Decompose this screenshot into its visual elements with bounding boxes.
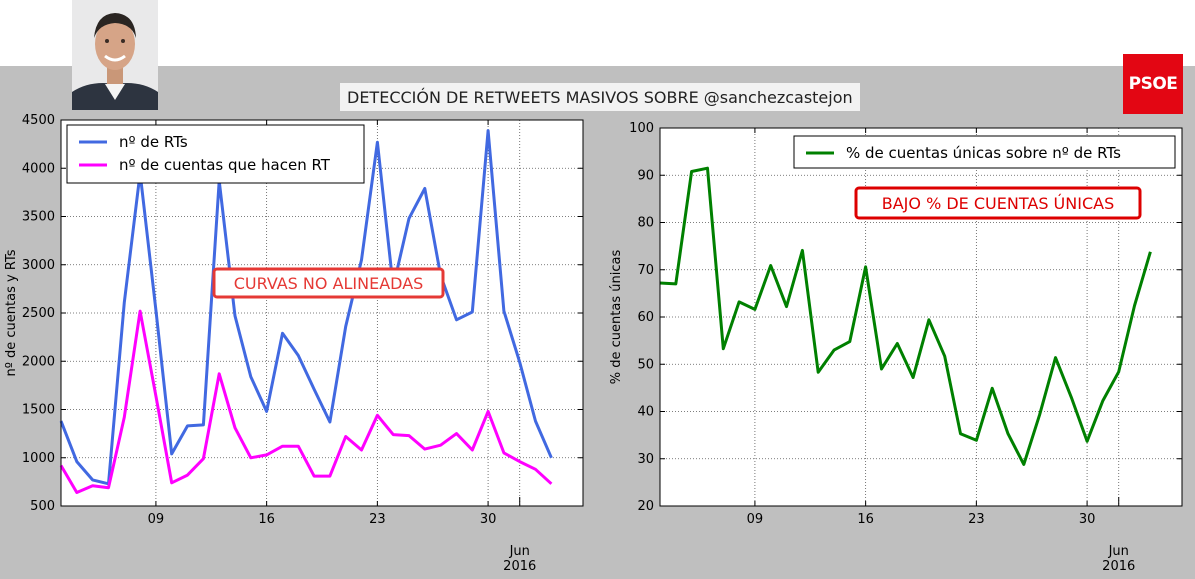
annotation-box [854, 186, 1142, 220]
y-tick-label: 1000 [22, 451, 55, 466]
series-line-1 [59, 129, 553, 486]
x-tick-label: 23 [369, 512, 386, 527]
y-tick-label: 60 [637, 310, 654, 325]
y-tick-label: 500 [30, 499, 55, 514]
logo-text: PSOE [1128, 74, 1178, 94]
x-year-label: 2016 [503, 559, 536, 574]
x-tick-label: 30 [480, 512, 497, 527]
y-tick-label: 4000 [22, 161, 55, 176]
y-axis-label: nº de cuentas y RTs [4, 249, 19, 376]
legend-box [793, 135, 1176, 169]
y-tick-label: 2000 [22, 354, 55, 369]
page-title: DETECCIÓN DE RETWEETS MASIVOS SOBRE @san… [347, 87, 853, 107]
y-tick-label: 40 [637, 405, 654, 420]
y-tick-label: 2500 [22, 306, 55, 321]
annotation-text: BAJO % DE CUENTAS ÚNICAS [882, 194, 1114, 213]
legend-box [66, 124, 365, 184]
title-box: DETECCIÓN DE RETWEETS MASIVOS SOBRE @san… [340, 83, 860, 111]
y-tick-label: 50 [637, 357, 654, 372]
x-month-label: Jun [1108, 544, 1129, 559]
x-tick-label: 09 [148, 512, 165, 527]
x-tick-label: 23 [968, 512, 985, 527]
x-month-label: Jun [509, 544, 530, 559]
portrait-photo [72, 0, 158, 110]
x-tick-label: 09 [747, 512, 764, 527]
y-tick-label: 3500 [22, 210, 55, 225]
header-banner [0, 0, 1195, 66]
y-tick-label: 1500 [22, 403, 55, 418]
y-tick-label: 4500 [22, 113, 55, 128]
x-tick-label: 16 [258, 512, 275, 527]
y-tick-label: 3000 [22, 258, 55, 273]
y-tick-label: 80 [637, 216, 654, 231]
x-tick-label: 30 [1079, 512, 1096, 527]
annotation-box [212, 267, 445, 299]
legend-label-1: % de cuentas únicas sobre nº de RTs [846, 144, 1121, 162]
annotation-text: CURVAS NO ALINEADAS [234, 274, 424, 293]
psoe-logo: PSOE [1123, 54, 1183, 114]
legend-label-1: nº de RTs [119, 133, 188, 151]
y-tick-label: 90 [637, 168, 654, 183]
y-axis-label: % de cuentas únicas [609, 250, 624, 385]
series-line-2 [59, 309, 553, 494]
legend-label-2: nº de cuentas que hacen RT [119, 156, 331, 174]
y-tick-label: 70 [637, 263, 654, 278]
y-tick-label: 30 [637, 452, 654, 467]
y-tick-label: 100 [629, 121, 654, 136]
x-year-label: 2016 [1102, 559, 1135, 574]
x-tick-label: 16 [857, 512, 874, 527]
series-line-1 [659, 166, 1152, 466]
y-tick-label: 20 [637, 499, 654, 514]
